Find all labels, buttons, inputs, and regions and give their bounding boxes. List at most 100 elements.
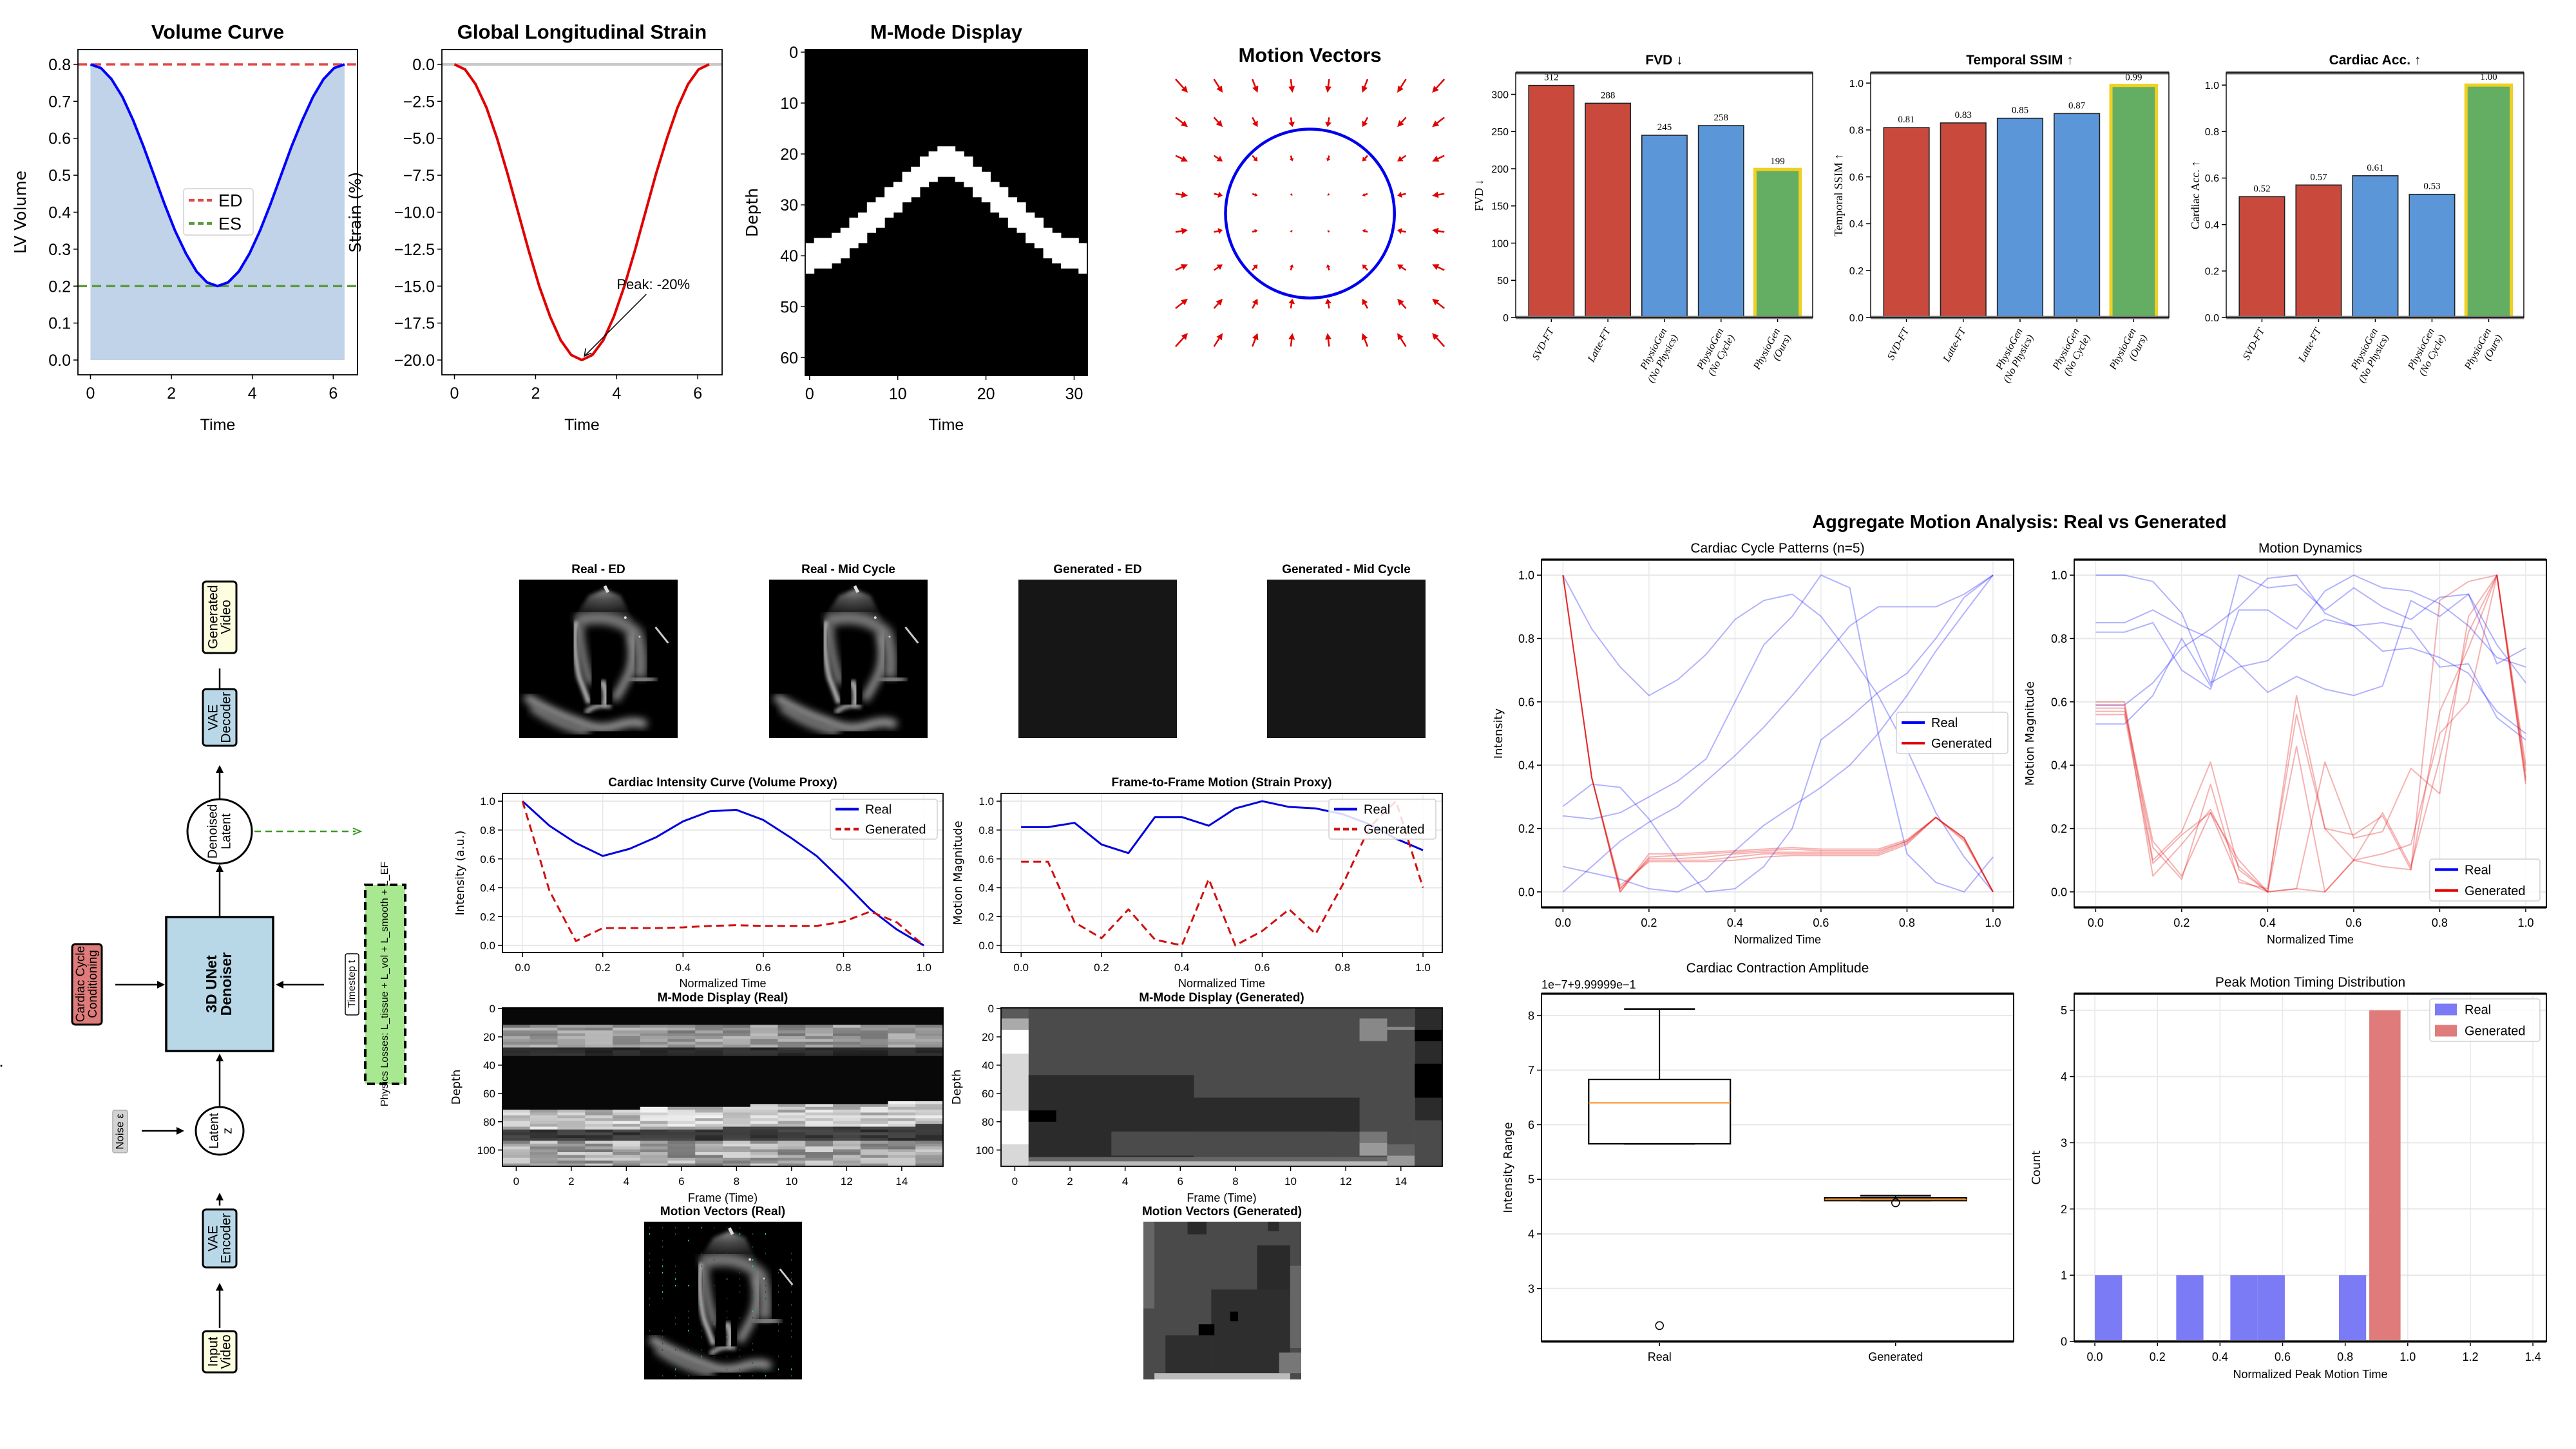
y-tick-label: 0.1 (48, 315, 71, 333)
mmode-cell (860, 1016, 889, 1020)
mmode-cell (778, 1013, 806, 1017)
series-line (1562, 574, 1994, 893)
series-line (90, 63, 345, 288)
arrow-shaft (1290, 230, 1293, 233)
mmode-cell (860, 1104, 889, 1108)
series-line (2095, 574, 2526, 893)
denoised-latent-label-1: Denoised (205, 804, 220, 859)
mmode-cell (778, 1061, 806, 1065)
mmode-cell (557, 1124, 586, 1128)
arrow-shaft (1290, 303, 1293, 309)
mmode-cell (915, 1090, 944, 1094)
mmode-cell (613, 1078, 641, 1082)
y-tick-label: −2.5 (403, 93, 435, 111)
x-tick-label: 0.6 (756, 961, 771, 974)
mmode-cell (640, 1047, 669, 1051)
motion-arrow (1290, 230, 1293, 233)
mmode-cell (805, 1016, 834, 1020)
mmode-cell (750, 1041, 779, 1045)
bar (1641, 135, 1688, 318)
mmode-cell (585, 1013, 613, 1017)
y-tick-label: 1.0 (2051, 569, 2067, 582)
mmode-cell (530, 1081, 558, 1085)
x-tick-label: 0.4 (1727, 916, 1743, 929)
arrow-head (1181, 120, 1188, 128)
x-tick-label: 0 (86, 384, 95, 402)
mmode-cell (805, 1039, 834, 1043)
mmode-cell (723, 1036, 751, 1039)
mmode-cell (833, 1045, 861, 1048)
y-tick-label: −10.0 (394, 204, 435, 222)
mmode-cell (915, 1056, 944, 1059)
arrow-shaft (1252, 267, 1256, 271)
mmode-cell (915, 1008, 944, 1011)
mmode-cell (723, 1078, 751, 1082)
plot-area (2238, 83, 2514, 319)
mmode-cell (778, 1016, 806, 1020)
arrow-head (1253, 156, 1258, 162)
mmode-cell (530, 1112, 558, 1116)
timestep-label: Timestep t (347, 960, 358, 1008)
chart-title: Motion Vectors (1238, 44, 1381, 66)
mmode-cell (860, 1132, 889, 1136)
mmode-cell (585, 1155, 613, 1159)
mmode-cell (805, 1056, 834, 1059)
arrow-head (1432, 86, 1439, 93)
y-axis-label: Motion Magnitude (951, 820, 965, 925)
mmode-cell (888, 1050, 916, 1054)
mmode-cell (915, 1115, 944, 1119)
mmode-cell (585, 1084, 613, 1088)
mmode-cell (750, 1021, 779, 1025)
arrow-shaft (1364, 303, 1369, 309)
mmode-cell (530, 1087, 558, 1090)
mmode-cell (557, 1095, 586, 1099)
motion-dot (649, 1265, 651, 1267)
mmode-cell (557, 1056, 586, 1059)
mmode-cell (805, 1036, 834, 1039)
mmode-cell (778, 1126, 806, 1130)
mmode-cell (805, 1135, 834, 1139)
mmode-cell (750, 1141, 779, 1144)
mmode-cell (613, 1090, 641, 1094)
mmode-cell (888, 1019, 916, 1023)
mmode-cell (750, 1098, 779, 1102)
unet-denoiser-node: 3D UNet Denoiser (165, 916, 274, 1052)
mmode-cell (888, 1146, 916, 1150)
mmode-cell (860, 1081, 889, 1085)
y-tick-label: 4 (1528, 1227, 1534, 1240)
y-tick-label: −5.0 (403, 130, 435, 148)
mmode-cell (585, 1059, 613, 1063)
mmode-cell (695, 1059, 723, 1063)
mmode-cell (530, 1163, 558, 1167)
motion-dot (778, 1304, 779, 1306)
bar-value-label: 0.85 (2012, 106, 2028, 116)
legend-label: Generated (1364, 823, 1425, 837)
mmode-cell (805, 1050, 834, 1054)
motion-dot (662, 1298, 663, 1300)
motion-dot (662, 1265, 663, 1267)
x-axis-label: Frame (Time) (1187, 1191, 1256, 1204)
motion-dot (739, 1368, 741, 1370)
mmode-cell (613, 1098, 641, 1102)
mmode-cell (640, 1118, 669, 1122)
motion-dot (739, 1240, 741, 1242)
mmode-cell (585, 1149, 613, 1153)
mmode-cell (640, 1067, 669, 1071)
outlier-marker (1655, 1321, 1664, 1331)
arrow-head (1181, 191, 1188, 198)
motion-arrow (1213, 333, 1223, 347)
y-tick-label: 0.0 (48, 352, 71, 370)
mmode-cell (778, 1160, 806, 1164)
mmode-cell (695, 1160, 723, 1164)
mmode-cell (530, 1129, 558, 1133)
outlier-marker (1891, 1198, 1900, 1208)
mmode-cell (860, 1047, 889, 1051)
mmode-cell (860, 1110, 889, 1113)
mmode-cell (805, 1070, 834, 1074)
mmode-cell (805, 1053, 834, 1057)
series-line (1562, 574, 1994, 893)
chart-title: M-Mode Display (Generated) (1139, 991, 1304, 1005)
mmode-cell (502, 1115, 531, 1119)
